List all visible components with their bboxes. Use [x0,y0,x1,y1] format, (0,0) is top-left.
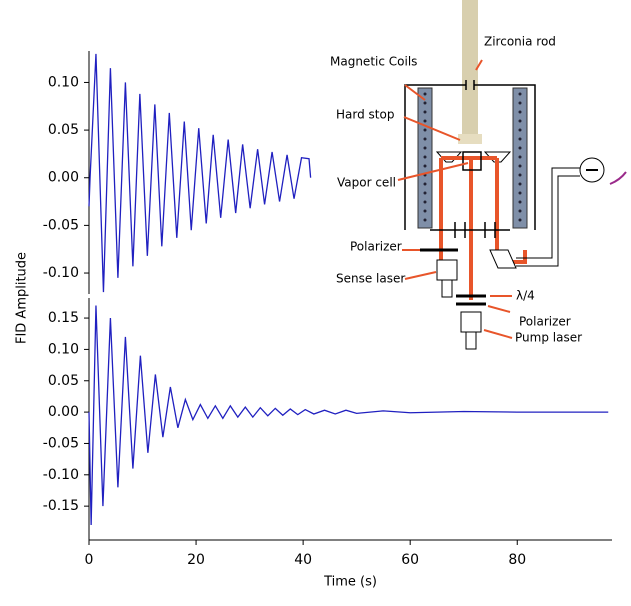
sense-laser [436,259,458,281]
label: Polarizer [350,240,402,254]
winding [423,101,427,105]
winding [423,155,427,159]
y-tick-label: 0.00 [48,170,79,186]
pump-laser [460,311,482,333]
y-tick-label: 0.10 [48,74,79,90]
winding [518,110,522,114]
fid-line [88,53,312,293]
label: Polarizer [519,315,571,329]
winding [518,209,522,213]
label: λ/4 [516,289,535,303]
winding [423,146,427,150]
zirconia-rod [462,0,478,140]
winding [423,164,427,168]
x-tick-label: 0 [85,552,94,568]
y-tick-label: -0.10 [43,467,79,483]
y-tick-label: -0.05 [43,217,79,233]
label: Pump laser [515,331,582,345]
vapor-cell [462,151,482,171]
pump-laser-base [465,331,477,350]
winding [518,146,522,150]
winding [518,218,522,222]
y-tick-label: 0.00 [48,404,79,420]
winding [423,137,427,141]
winding [518,119,522,123]
x-axis-label: Time (s) [323,575,377,590]
laser-beams [439,156,527,300]
wires [516,167,580,267]
x-tick-label: 40 [294,552,312,568]
winding [423,128,427,132]
y-tick-label: 0.05 [48,373,79,389]
y-tick-label: 0.15 [48,310,79,326]
label: Magnetic Coils [330,55,417,69]
housing-gap [465,80,475,90]
winding [518,191,522,195]
label: Vapor cell [337,176,396,190]
winding [423,218,427,222]
winding [518,128,522,132]
prism [489,249,517,269]
label: Hard stop [336,108,394,122]
winding [518,200,522,204]
winding [423,191,427,195]
y-axis-label: FID Amplitude [15,252,30,344]
x-tick-label: 20 [187,552,205,568]
winding [518,182,522,186]
winding [423,182,427,186]
hard-stop [458,134,482,144]
winding [518,92,522,96]
x-tick-label: 60 [401,552,419,568]
winding [423,92,427,96]
winding [423,209,427,213]
polarizers [420,248,486,306]
winding [423,119,427,123]
winding [423,110,427,114]
pointer-arrows [397,59,513,339]
apertures [430,222,510,238]
winding [518,164,522,168]
y-tick-label: 0.05 [48,122,79,138]
label: Sense laser [336,272,405,286]
apparatus-diagram: Zirconia rod Magnetic Coils Hard stop Va… [330,0,627,350]
y-tick-label: -0.10 [43,265,79,281]
y-tick-label: -0.15 [43,498,79,514]
label: Zirconia rod [484,35,556,49]
y-tick-label: 0.10 [48,341,79,357]
winding [518,173,522,177]
fid-line [88,305,609,525]
winding [518,101,522,105]
winding [518,155,522,159]
coil-windings [423,92,522,222]
x-tick-label: 80 [508,552,526,568]
sense-laser-base [441,279,453,298]
winding [518,137,522,141]
signal [609,171,627,185]
winding [423,200,427,204]
y-tick-label: -0.05 [43,435,79,451]
